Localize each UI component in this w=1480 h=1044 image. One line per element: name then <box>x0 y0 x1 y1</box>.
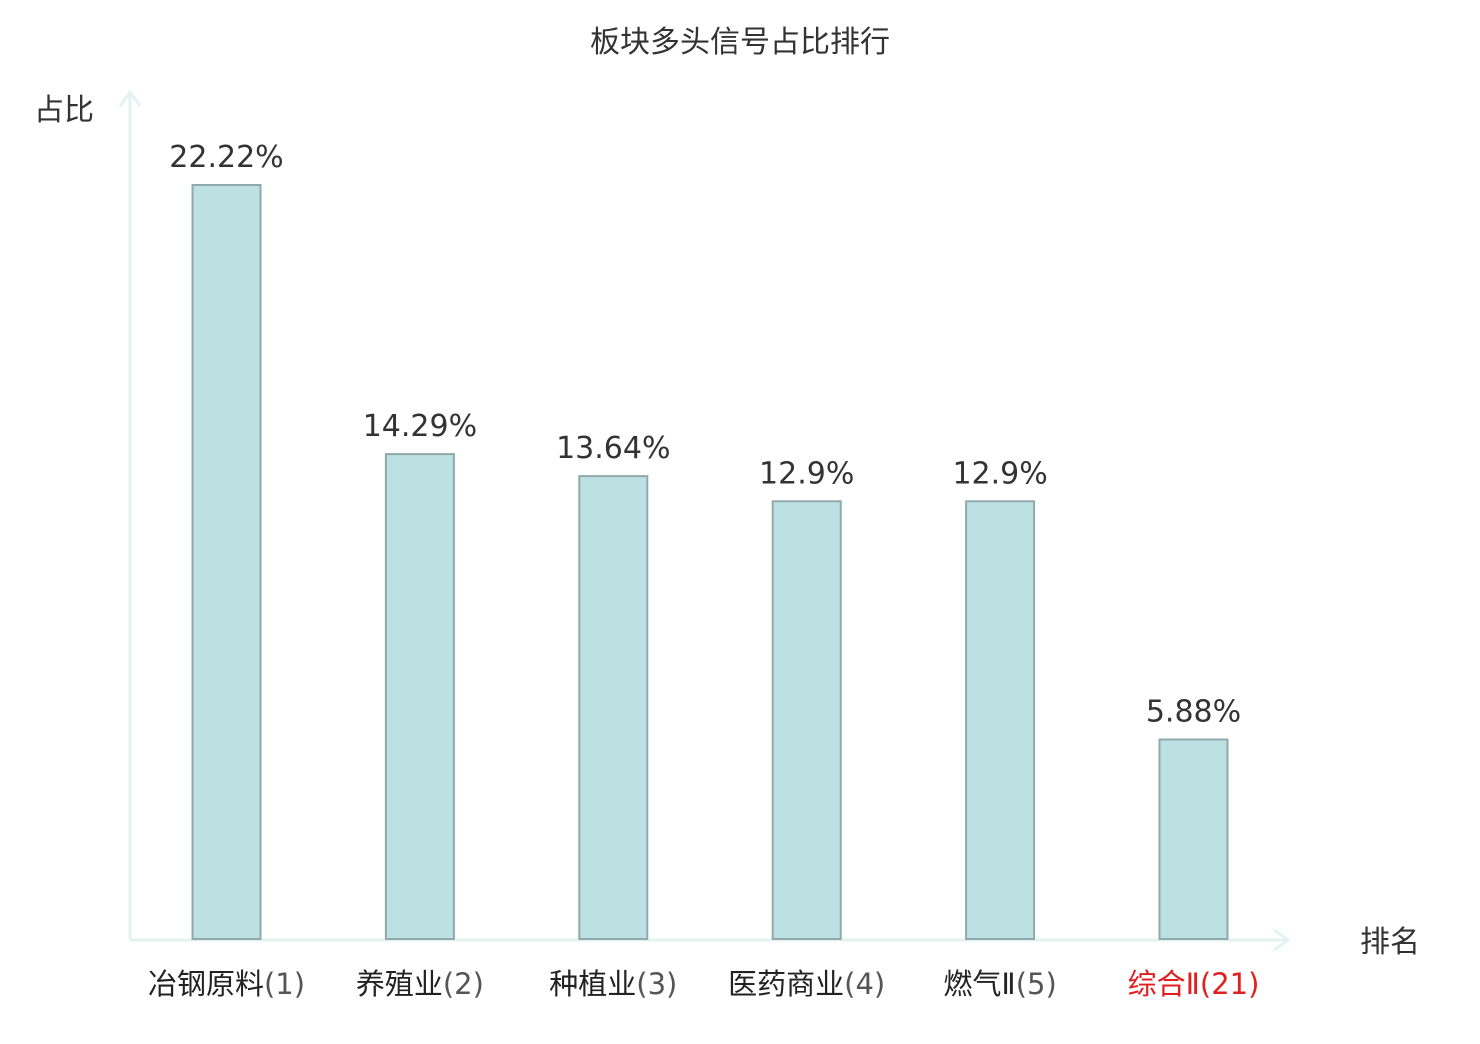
x-axis-arrow <box>1273 928 1291 952</box>
category-rank: (2) <box>443 967 484 1001</box>
x-axis-label: 排名 <box>1360 925 1420 960</box>
bar <box>965 500 1036 940</box>
category-label: 养殖业(2) <box>356 967 484 1001</box>
category-rank: (4) <box>844 967 885 1001</box>
value-label: 14.29% <box>363 409 477 444</box>
category-label: 综合Ⅱ(21) <box>1128 967 1260 1001</box>
category-name: 燃气Ⅱ <box>943 967 1015 1001</box>
value-label: 12.9% <box>759 456 854 491</box>
bar <box>384 453 455 940</box>
category-name: 养殖业 <box>356 967 443 1001</box>
category-label: 冶钢原料(1) <box>148 967 305 1001</box>
y-axis-arrow <box>118 89 142 107</box>
category-rank: (1) <box>264 967 305 1001</box>
category-label: 种植业(3) <box>549 967 677 1001</box>
value-labels: 22.22% 14.29% 13.64% 12.9% 12.9% 5.88% <box>169 140 1241 730</box>
category-name: 种植业 <box>549 967 636 1001</box>
category-rank: (21) <box>1200 967 1260 1001</box>
axes <box>118 89 1291 952</box>
bar <box>1158 738 1229 940</box>
category-labels: 冶钢原料(1) 养殖业(2) 种植业(3) 医药商业(4) 燃气Ⅱ(5) 综合Ⅱ(21) <box>148 967 1259 1001</box>
category-name: 综合Ⅱ <box>1128 967 1200 1001</box>
category-label: 医药商业(4) <box>728 967 885 1001</box>
category-rank: (5) <box>1016 967 1057 1001</box>
bar <box>771 500 842 940</box>
bar <box>578 475 649 940</box>
category-name: 冶钢原料 <box>148 967 264 1001</box>
y-axis-label: 占比 <box>34 93 94 128</box>
value-label: 22.22% <box>169 140 283 175</box>
value-label: 13.64% <box>556 431 670 466</box>
category-label: 燃气Ⅱ(5) <box>943 967 1056 1001</box>
category-rank: (3) <box>636 967 677 1001</box>
chart-title: 板块多头信号占比排行 <box>590 25 890 60</box>
category-name: 医药商业 <box>728 967 844 1001</box>
value-label: 12.9% <box>952 456 1047 491</box>
bar <box>191 184 262 940</box>
value-label: 5.88% <box>1146 695 1241 730</box>
bars <box>191 184 1229 940</box>
